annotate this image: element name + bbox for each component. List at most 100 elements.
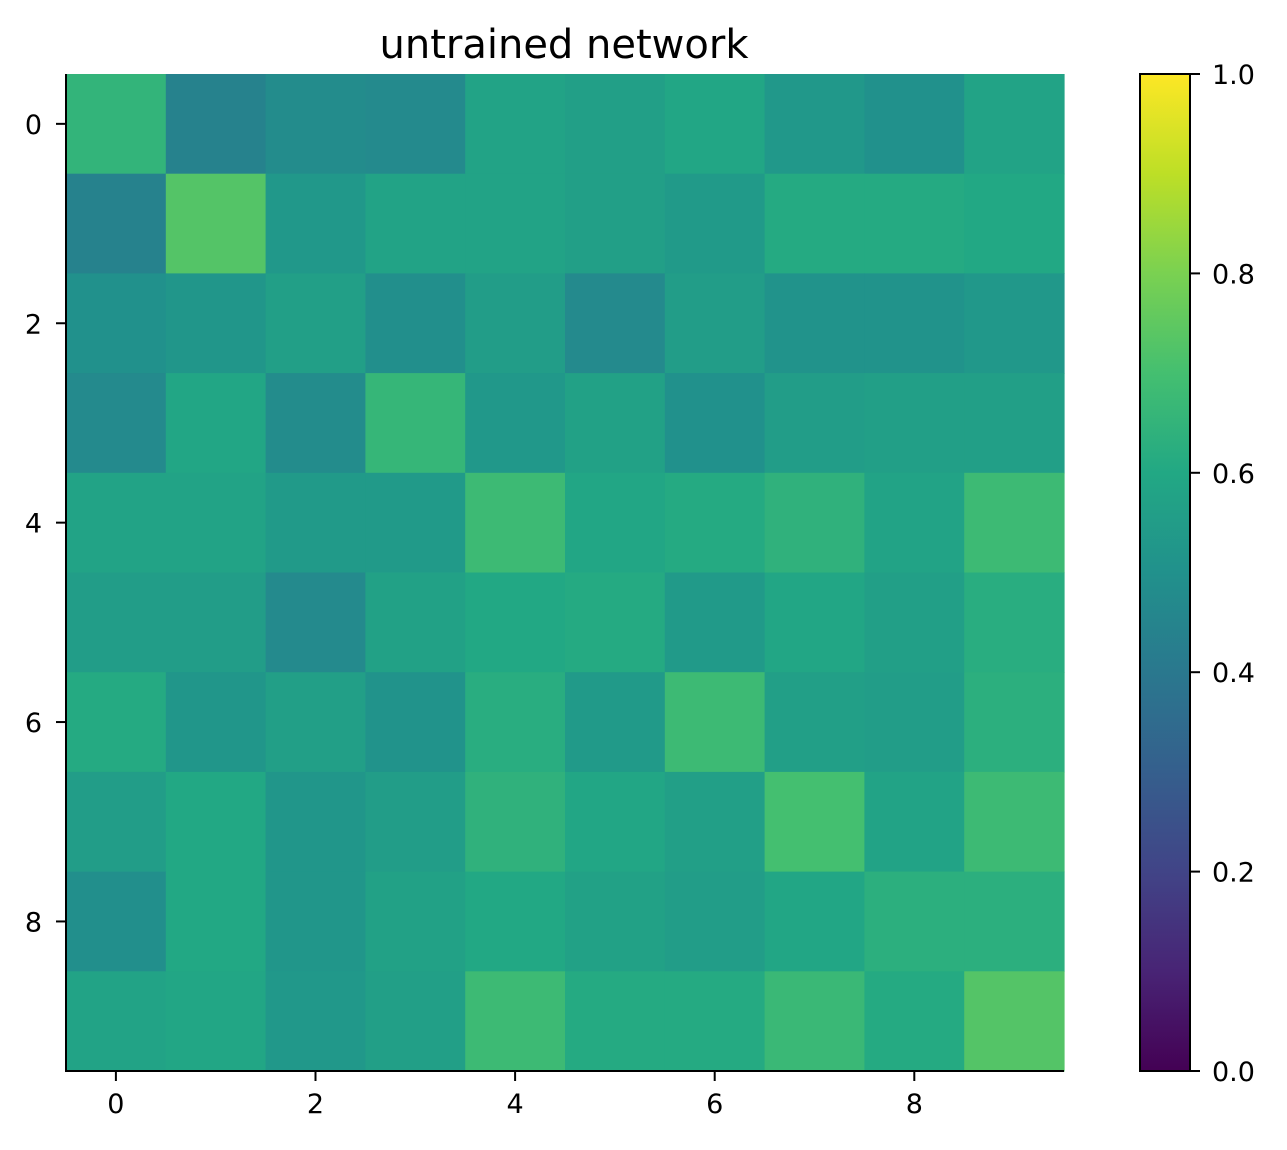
- heatmap-cell-r9-c0: [66, 971, 167, 1072]
- heatmap-cell-r8-c9: [964, 871, 1065, 972]
- heatmap-cell-r8-c6: [664, 871, 766, 972]
- heatmap-cell-r6-c9: [964, 672, 1065, 773]
- heatmap-cell-r7-c3: [365, 771, 466, 873]
- heatmap-cell-r7-c1: [165, 771, 267, 873]
- heatmap-cell-r3-c5: [565, 373, 666, 474]
- y-tick-label-8: 8: [25, 907, 42, 938]
- heatmap-cell-r5-c1: [165, 572, 267, 673]
- heatmap-cell-r5-c7: [764, 572, 865, 673]
- y-tick-label-4: 4: [25, 509, 42, 540]
- heatmap-cell-r3-c3: [365, 373, 466, 474]
- heatmap-cell-r4-c1: [165, 472, 267, 574]
- heatmap-cell-r1-c6: [664, 173, 766, 274]
- heatmap-cell-r5-c5: [565, 572, 666, 673]
- heatmap-cell-r2-c4: [465, 273, 566, 374]
- heatmap-cell-r1-c3: [365, 173, 466, 274]
- heatmap-cell-r6-c8: [864, 672, 965, 773]
- heatmap-cell-r2-c8: [864, 273, 965, 374]
- heatmap-cell-r6-c2: [265, 672, 366, 773]
- heatmap-cell-r8-c7: [764, 871, 865, 972]
- heatmap-cell-r3-c1: [165, 373, 267, 474]
- colorbar-tick-label-0.6: 0.6: [1212, 459, 1255, 490]
- heatmap-cell-r6-c5: [565, 672, 666, 773]
- heatmap-cell-r6-c7: [764, 672, 865, 773]
- heatmap-cell-r7-c9: [964, 771, 1065, 873]
- heatmap-cell-r0-c4: [465, 74, 566, 175]
- chart-title: untrained network: [380, 22, 750, 68]
- heatmap-cell-r7-c5: [565, 771, 666, 873]
- heatmap-cell-r5-c4: [465, 572, 566, 673]
- heatmap-cell-r1-c4: [465, 173, 566, 274]
- heatmap-cell-r2-c6: [664, 273, 766, 374]
- heatmap-cell-r5-c0: [66, 572, 167, 673]
- heatmap-cell-r9-c9: [964, 971, 1065, 1072]
- heatmap-cell-r3-c4: [465, 373, 566, 474]
- heatmap-cell-r2-c7: [764, 273, 865, 374]
- x-tick-label-8: 8: [906, 1089, 923, 1120]
- heatmap-cell-r1-c5: [565, 173, 666, 274]
- x-axis-ticks: 0 2 4 6 8: [107, 1071, 923, 1120]
- axes: [65, 74, 1064, 1072]
- heatmap-cell-r8-c5: [565, 871, 666, 972]
- heatmap-cell-r5-c8: [864, 572, 965, 673]
- x-tick-label-4: 4: [507, 1089, 524, 1120]
- heatmap-cell-r0-c5: [565, 74, 666, 175]
- colorbar-tick-label-0.4: 0.4: [1212, 658, 1255, 689]
- heatmap-cell-r5-c2: [265, 572, 366, 673]
- heatmap-cell-r2-c3: [365, 273, 466, 374]
- colorbar-tick-label-0.0: 0.0: [1212, 1057, 1255, 1088]
- colorbar-gradient: [1140, 74, 1190, 1071]
- heatmap-cell-r9-c8: [864, 971, 965, 1072]
- heatmap-cell-r7-c2: [265, 771, 366, 873]
- heatmap-cell-r0-c2: [265, 74, 366, 175]
- heatmap-cell-r4-c2: [265, 472, 366, 574]
- colorbar-ticks: 0.0 0.2 0.4 0.6 0.8 1.0: [1190, 60, 1255, 1088]
- heatmap-cell-r6-c0: [66, 672, 167, 773]
- heatmap-cell-r2-c1: [165, 273, 267, 374]
- heatmap-cell-r2-c9: [964, 273, 1065, 374]
- heatmap-cell-r8-c0: [66, 871, 167, 972]
- heatmap-cell-r0-c0: [66, 74, 167, 175]
- heatmap-cell-r7-c7: [764, 771, 865, 873]
- heatmap-cell-r3-c7: [764, 373, 865, 474]
- heatmap-cell-r0-c7: [764, 74, 865, 175]
- heatmap-cell-r4-c4: [465, 472, 566, 574]
- heatmap-cell-r3-c0: [66, 373, 167, 474]
- x-tick-label-2: 2: [307, 1089, 324, 1120]
- heatmap-cell-r3-c9: [964, 373, 1065, 474]
- heatmap-cell-r3-c8: [864, 373, 965, 474]
- heatmap-cell-r8-c1: [165, 871, 267, 972]
- heatmap-cell-r0-c6: [664, 74, 766, 175]
- heatmap-cell-r0-c3: [365, 74, 466, 175]
- heatmap-cell-r2-c5: [565, 273, 666, 374]
- heatmap-cell-r5-c3: [365, 572, 466, 673]
- heatmap-cell-r8-c4: [465, 871, 566, 972]
- y-tick-label-6: 6: [25, 708, 42, 739]
- heatmap-cell-r3-c2: [265, 373, 366, 474]
- heatmap-cell-r1-c2: [265, 173, 366, 274]
- heatmap-cell-r8-c8: [864, 871, 965, 972]
- heatmap-cell-r1-c1: [165, 173, 267, 274]
- heatmap-cell-r6-c3: [365, 672, 466, 773]
- y-axis-ticks: 0 2 4 6 8: [25, 110, 66, 938]
- y-tick-label-2: 2: [25, 309, 42, 340]
- heatmap-cell-r2-c2: [265, 273, 366, 374]
- heatmap-cell-r9-c7: [764, 971, 865, 1072]
- heatmap-cell-r9-c2: [265, 971, 366, 1072]
- colorbar-tick-label-0.8: 0.8: [1212, 259, 1255, 290]
- colorbar-tick-label-0.2: 0.2: [1212, 858, 1255, 889]
- heatmap-cell-r8-c2: [265, 871, 366, 972]
- heatmap-cell-r1-c9: [964, 173, 1065, 274]
- heatmap-cell-r0-c9: [964, 74, 1065, 175]
- colorbar-frame: [1139, 73, 1191, 1072]
- heatmap-cell-r4-c3: [365, 472, 466, 574]
- heatmap-cell-r9-c3: [365, 971, 466, 1072]
- heatmap-cell-r1-c7: [764, 173, 865, 274]
- heatmap-cell-r9-c6: [664, 971, 766, 1072]
- heatmap-cell-r6-c1: [165, 672, 267, 773]
- heatmap-cell-r6-c6: [664, 672, 766, 773]
- heatmap-cell-r7-c4: [465, 771, 566, 873]
- heatmap-cell-r5-c6: [664, 572, 766, 673]
- y-tick-label-0: 0: [25, 110, 42, 141]
